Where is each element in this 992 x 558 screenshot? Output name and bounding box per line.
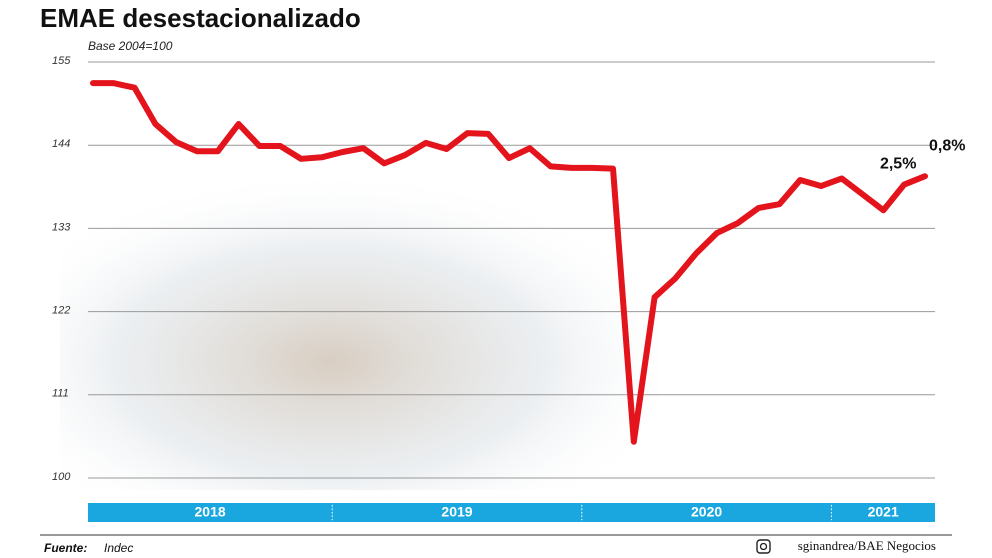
year-label: 2018	[195, 504, 226, 520]
y-tick-label: 100	[52, 471, 71, 483]
y-tick-label: 111	[52, 388, 69, 400]
year-band	[831, 503, 935, 522]
year-label: 2019	[441, 504, 472, 520]
y-tick-label: 155	[52, 55, 71, 67]
y-tick-label: 133	[52, 221, 71, 233]
line	[90, 80, 928, 445]
credit: sginandrea/BAE Negocios	[798, 538, 936, 553]
background-photo	[60, 170, 660, 490]
annotation: 0,8%	[929, 137, 965, 154]
subtitle: Base 2004=100	[88, 39, 173, 53]
source-label: Fuente:	[44, 541, 87, 555]
source: Indec	[104, 541, 133, 555]
instagram-icon	[756, 539, 771, 554]
year-band	[332, 503, 582, 522]
instagram-icon-lens	[759, 542, 768, 551]
year-band	[88, 503, 333, 522]
chart-title: EMAE desestacionalizado	[40, 3, 361, 33]
annotation: 2,5%	[880, 156, 916, 173]
y-tick-label: 144	[52, 138, 70, 150]
y-tick-label: 122	[52, 305, 70, 317]
year-label: 2020	[691, 504, 722, 520]
year-band	[581, 503, 832, 522]
year-label: 2021	[868, 504, 899, 520]
